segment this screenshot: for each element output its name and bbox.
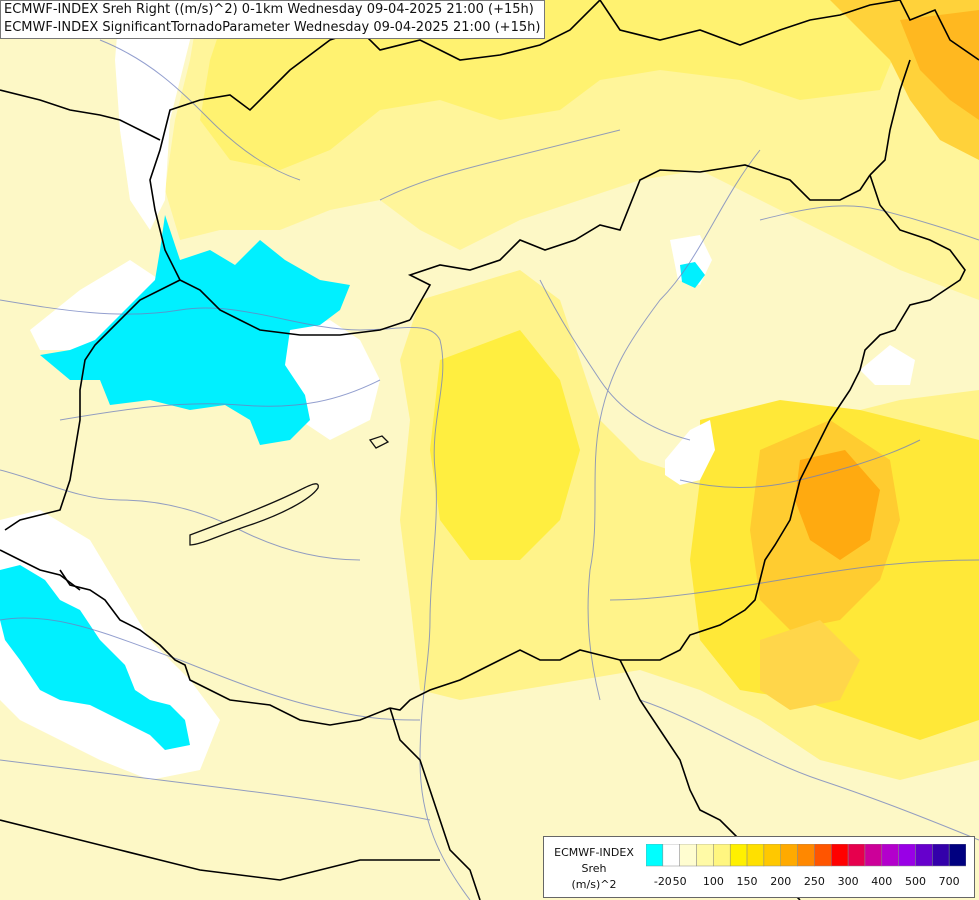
river-southeast: [639, 699, 979, 841]
field-yellow-central-core: [430, 330, 580, 560]
border-west-2: [4, 279, 181, 531]
border-hungary-croatia: [59, 569, 391, 726]
rivers: [0, 39, 979, 900]
river-north-1: [379, 129, 621, 201]
border-croatia-bosnia: [0, 819, 440, 881]
legend-swatch-18: [948, 844, 966, 867]
legend-tick-label: 50: [672, 875, 687, 888]
legend-tick-label: 500: [904, 875, 926, 888]
legend-tick-label: 700: [938, 875, 960, 888]
border-northeast: [899, 0, 979, 61]
river-drava: [0, 617, 421, 721]
field-dark-orange-east: [795, 450, 880, 560]
legend-swatch-0: [646, 844, 664, 867]
river-west: [0, 469, 361, 561]
legend-swatch-1: [662, 844, 680, 867]
field-orange-southeast: [760, 620, 860, 710]
field-cyan-west: [40, 215, 350, 445]
river-north-2: [99, 39, 301, 181]
field-dark-orange-northeast: [900, 10, 979, 120]
legend-parameter: Sreh: [581, 862, 607, 875]
legend-unit: (m/s)^2: [571, 878, 617, 891]
legend-swatch-17: [932, 844, 950, 867]
legend-swatch-15: [898, 844, 916, 867]
field-white-spot-1: [665, 420, 715, 485]
river-danube: [0, 299, 471, 900]
legend-swatch-16: [915, 844, 933, 867]
river-raab: [59, 379, 381, 421]
legend-color-bar: [646, 844, 966, 867]
river-tisza: [587, 149, 761, 701]
legend-tick-label: 150: [736, 875, 758, 888]
legend-swatch-14: [881, 844, 899, 867]
border-austria-north: [149, 0, 601, 281]
legend-tick-label: 100: [702, 875, 724, 888]
field-cyan-southwest: [0, 565, 190, 750]
river-central: [539, 279, 691, 441]
legend-swatch-4: [713, 844, 731, 867]
legend-tick-label: -20: [653, 875, 672, 888]
border-west-1: [0, 89, 161, 141]
border-slovakia-poland: [599, 0, 901, 46]
legend-model: ECMWF-INDEX: [554, 846, 634, 859]
legend-tick-label: 400: [871, 875, 893, 888]
map-title-sreh: ECMWF-INDEX Sreh Right ((m/s)^2) 0-1km W…: [4, 2, 534, 17]
lake-neusiedl: [368, 435, 390, 449]
legend-tick-label: 250: [803, 875, 825, 888]
legend-swatch-12: [847, 844, 866, 867]
field-yellow-north-core: [200, 0, 900, 170]
river-northeast: [759, 205, 979, 241]
legend-swatch-7: [763, 844, 781, 867]
legend: ECMWF-INDEX Sreh (m/s)^2 -20 50 100 150 200 2…: [543, 836, 975, 898]
lake-balaton: [189, 483, 319, 546]
field-white-spot-2: [860, 345, 915, 385]
legend-swatch-10: [814, 844, 832, 867]
border-croatia-serbia: [389, 707, 481, 900]
legend-swatch-9: [797, 844, 815, 867]
map-title-box: ECMWF-INDEX Sreh Right ((m/s)^2) 0-1km W…: [0, 0, 546, 39]
legend-tick-label: 200: [770, 875, 792, 888]
legend-swatch-6: [746, 844, 765, 867]
border-hungary-ukraine-romania: [389, 174, 966, 711]
border-hungary-slovakia: [407, 164, 871, 321]
map-title-stp: ECMWF-INDEX SignificantTornadoParameter …: [4, 20, 541, 35]
border-hungary-austria: [179, 279, 411, 336]
legend-tick-label: 300: [837, 875, 859, 888]
legend-swatch-13: [864, 844, 883, 867]
border-slovenia: [0, 549, 81, 591]
legend-swatch-5: [729, 844, 748, 867]
legend-swatch-3: [696, 844, 714, 867]
legend-swatch-8: [780, 844, 798, 867]
river-sava: [0, 759, 431, 821]
legend-swatch-11: [831, 844, 849, 867]
border-ukraine-romania: [869, 59, 911, 176]
legend-swatch-2: [679, 844, 697, 867]
river-mures: [609, 559, 979, 601]
